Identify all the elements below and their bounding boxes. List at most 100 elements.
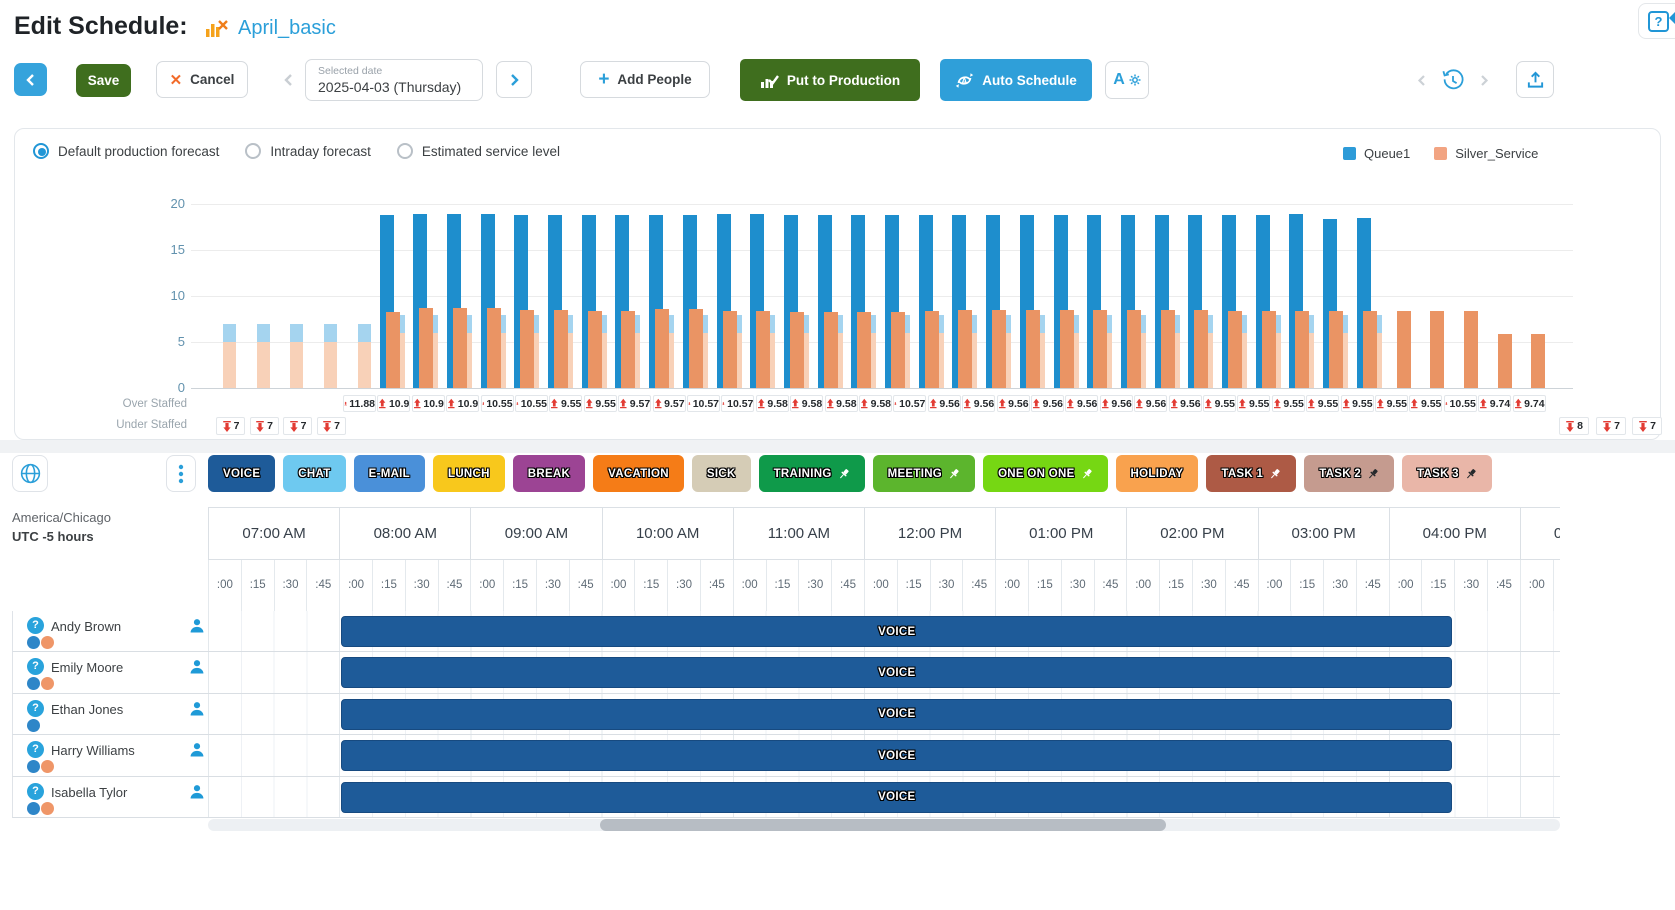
employee-person-icon[interactable] xyxy=(189,784,205,804)
quarter-cell: :30 xyxy=(404,560,438,611)
auto-schedule-button[interactable]: A Auto Schedule xyxy=(940,59,1092,101)
quarter-cell: :45 xyxy=(437,560,471,611)
activity-break[interactable]: BREAK xyxy=(512,455,586,492)
employee-person-icon[interactable] xyxy=(189,742,205,762)
selected-date-field[interactable]: Selected date 2025-04-03 (Thursday) xyxy=(305,59,483,101)
cancel-button[interactable]: ✕ Cancel xyxy=(156,61,248,98)
timezone-region: America/Chicago xyxy=(12,510,111,525)
activity-voice[interactable]: VOICE xyxy=(208,455,276,492)
bar-group xyxy=(245,204,271,388)
help-button[interactable]: ? xyxy=(1638,3,1675,39)
employee-info-icon[interactable]: ? xyxy=(27,699,44,717)
activity-holiday[interactable]: HOLIDAY xyxy=(1115,455,1199,492)
shift-bar-voice[interactable]: VOICE xyxy=(341,781,1453,813)
employee-cell[interactable]: ? Harry Williams xyxy=(12,735,208,777)
schedule-name-link[interactable]: April_basic xyxy=(238,17,336,39)
bar-group xyxy=(918,204,945,388)
activity-sick[interactable]: SICK xyxy=(691,455,751,492)
silver-forecast-bar xyxy=(587,310,602,388)
quarter-cell: :15 xyxy=(1290,560,1324,611)
history-next-button[interactable] xyxy=(1472,68,1496,92)
employee-info-icon[interactable]: ? xyxy=(27,658,44,676)
scrollbar-thumb[interactable] xyxy=(600,819,1166,831)
shift-bar-voice[interactable]: VOICE xyxy=(341,616,1453,647)
under-staffed-badge: 7 xyxy=(316,417,346,435)
radio-circle xyxy=(396,143,413,159)
activity-training[interactable]: TRAINING xyxy=(758,455,865,492)
over-staffed-label: Over Staffed xyxy=(122,398,187,410)
over-staffed-badge: 10.55 xyxy=(515,395,548,412)
save-button[interactable]: Save xyxy=(76,64,131,97)
history-prev-button[interactable] xyxy=(1410,68,1434,92)
over-staffed-badge: 10.57 xyxy=(687,395,720,412)
over-staffed-badge: 10.57 xyxy=(721,395,755,412)
activity-meeting[interactable]: MEETING xyxy=(872,455,976,492)
quarter-header-row: :00:15:30:45:00:15:30:45:00:15:30:45:00:… xyxy=(208,559,1560,611)
chevron-left-icon xyxy=(26,73,34,86)
bar-group xyxy=(1255,204,1282,388)
skill-dot-blue xyxy=(27,677,40,691)
arrow-up-icon xyxy=(448,398,455,409)
back-button[interactable] xyxy=(14,63,47,96)
under-staffed-label: Under Staffed xyxy=(116,419,187,431)
timezone-globe-button[interactable] xyxy=(12,455,48,492)
prev-date-button[interactable] xyxy=(274,63,302,96)
auto-schedule-settings-button[interactable]: A xyxy=(1105,61,1149,99)
more-options-button[interactable] xyxy=(166,455,196,492)
activity-lunch[interactable]: LUNCH xyxy=(433,455,505,492)
legend-item-1[interactable]: Silver_Service xyxy=(1434,146,1538,161)
activity-task-1[interactable]: TASK 1 xyxy=(1206,455,1297,492)
forecast-option-2[interactable]: Estimated service level xyxy=(396,143,560,159)
activity-one-on-one[interactable]: ONE ON ONE xyxy=(983,455,1108,492)
next-date-button[interactable] xyxy=(496,61,532,98)
schedule-row: ? Andy Brown VOICE xyxy=(0,611,1675,653)
over-staffed-badge: 9.58 xyxy=(790,395,824,412)
employee-cell[interactable]: ? Andy Brown xyxy=(12,611,208,653)
employee-info-icon[interactable]: ? xyxy=(27,741,44,759)
silver-forecast-bar xyxy=(1160,310,1175,388)
forecast-option-0[interactable]: Default production forecast xyxy=(33,143,219,159)
forecast-option-1[interactable]: Intraday forecast xyxy=(245,143,371,159)
hour-cell: 05:00 PM xyxy=(1519,508,1560,559)
activity-task-3[interactable]: TASK 3 xyxy=(1402,455,1492,492)
shift-bar-voice[interactable]: VOICE xyxy=(341,657,1453,689)
quarter-cell: :30 xyxy=(1454,560,1488,611)
over-staffed-badge: 9.55 xyxy=(1375,395,1408,412)
horizontal-scrollbar[interactable] xyxy=(208,819,1560,831)
activity-vacation[interactable]: VACATION xyxy=(593,455,684,492)
shift-bar-voice[interactable]: VOICE xyxy=(341,740,1453,772)
quarter-cell: :15 xyxy=(765,560,799,611)
employee-cell[interactable]: ? Isabella Tylor xyxy=(12,776,208,818)
history-button[interactable] xyxy=(1438,66,1466,94)
under-staffed-badge: 7 xyxy=(283,417,312,435)
activity-e-mail[interactable]: E-MAIL xyxy=(353,455,425,492)
add-people-button[interactable]: + Add People xyxy=(580,61,710,98)
activity-chat[interactable]: CHAT xyxy=(283,455,346,492)
silver-forecast-bar xyxy=(486,308,501,388)
y-axis-tick: 20 xyxy=(170,196,185,211)
hour-cell: 08:00 AM xyxy=(339,508,471,559)
export-button[interactable] xyxy=(1516,61,1554,98)
quarter-cell: :45 xyxy=(1487,560,1520,611)
arrow-up-icon xyxy=(620,398,627,409)
legend-item-0[interactable]: Queue1 xyxy=(1343,146,1410,161)
clipped-edge-icon xyxy=(1669,12,1675,24)
employee-person-icon[interactable] xyxy=(189,659,205,679)
employee-info-icon[interactable]: ? xyxy=(27,617,44,634)
over-staffed-badge: 10.57 xyxy=(893,395,927,412)
employee-cell[interactable]: ? Emily Moore xyxy=(12,652,208,694)
bar-group xyxy=(750,204,776,388)
quarter-cell: :15 xyxy=(1552,560,1560,611)
employee-person-icon[interactable] xyxy=(189,618,205,638)
chart-gridline xyxy=(191,387,1573,389)
arrow-up-icon xyxy=(722,402,725,405)
put-to-production-button[interactable]: Put to Production xyxy=(740,59,920,101)
bar-group xyxy=(986,204,1012,388)
queue1-scheduled-bar xyxy=(324,323,338,343)
employee-cell[interactable]: ? Ethan Jones xyxy=(12,693,208,736)
shift-bar-voice[interactable]: VOICE xyxy=(341,698,1453,730)
quarter-cell: :30 xyxy=(667,560,700,611)
employee-person-icon[interactable] xyxy=(189,701,205,721)
employee-info-icon[interactable]: ? xyxy=(27,782,44,800)
activity-task-2[interactable]: TASK 2 xyxy=(1304,455,1395,492)
